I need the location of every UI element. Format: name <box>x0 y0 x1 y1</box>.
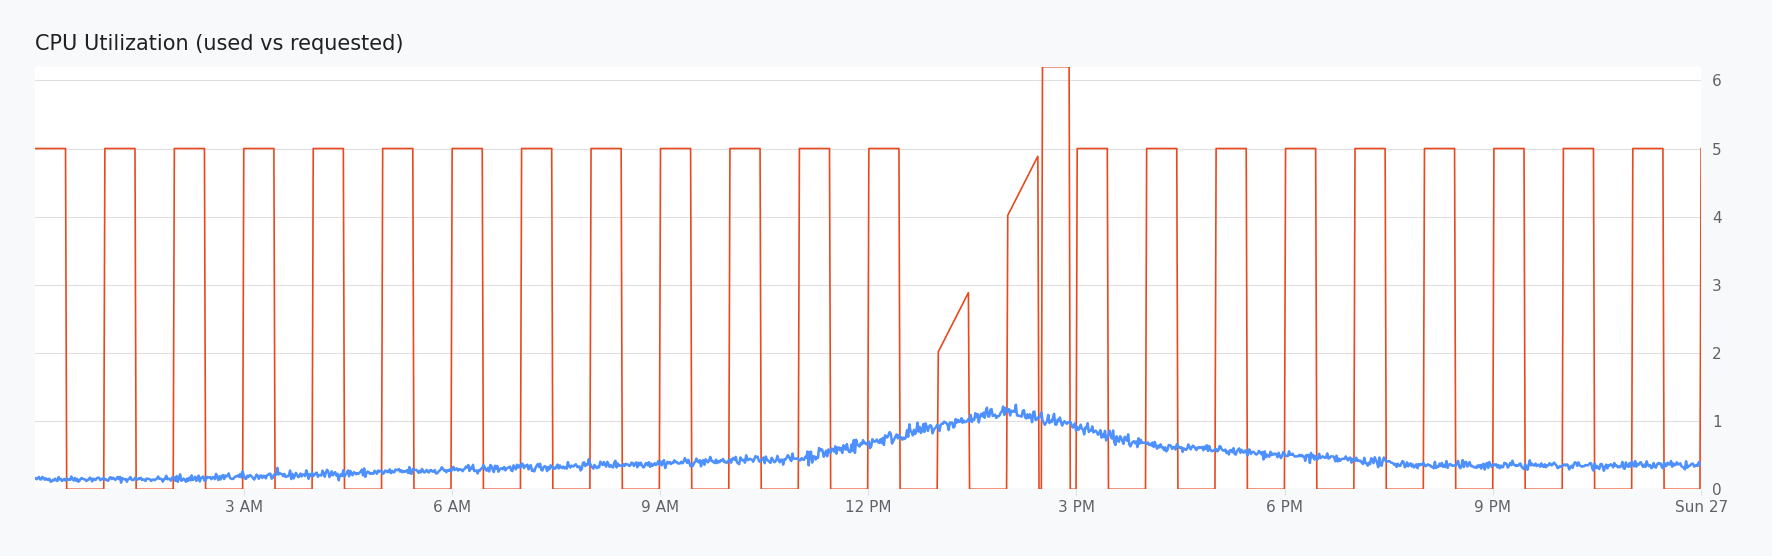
Text: CPU Utilization (used vs requested): CPU Utilization (used vs requested) <box>35 34 404 54</box>
